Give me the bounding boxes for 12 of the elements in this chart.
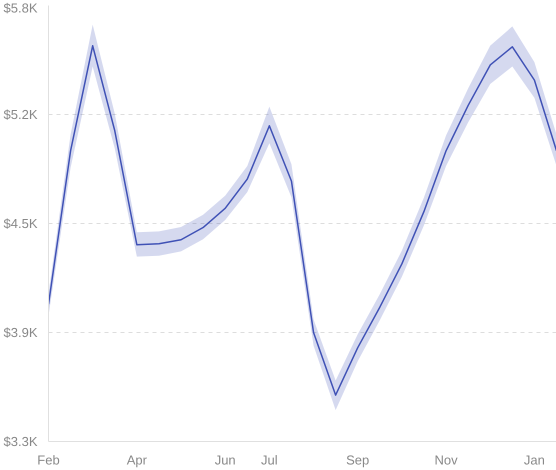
y-tick-label: $3.3K [4, 434, 38, 449]
y-tick-label: $4.5K [4, 216, 38, 231]
x-tick-label: Nov [434, 452, 458, 468]
y-tick-label: $5.8K [4, 0, 38, 16]
x-tick-label: Apr [126, 452, 148, 468]
x-tick-label: Jul [261, 452, 278, 468]
y-tick-label: $3.9K [4, 325, 38, 340]
x-tick-label: Sep [346, 452, 370, 468]
x-tick-label: Jun [214, 452, 236, 468]
y-tick-label: $5.2K [4, 107, 38, 122]
x-tick-label: Feb [37, 452, 60, 468]
x-tick-label: Jan [524, 452, 545, 468]
